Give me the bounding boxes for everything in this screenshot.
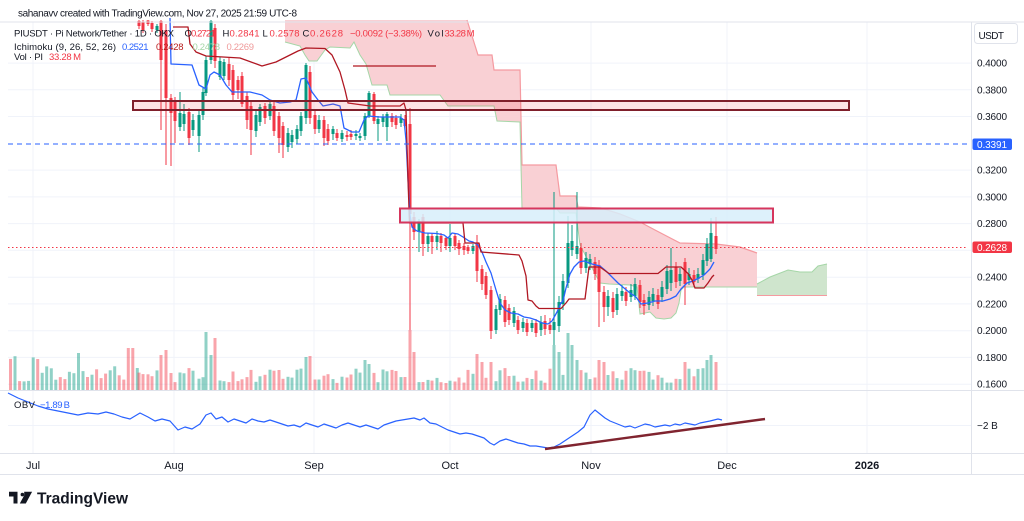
- svg-text:0.3200: 0.3200: [977, 166, 1007, 177]
- svg-text:PIUSDT · Pi Network/Tether · 1: PIUSDT · Pi Network/Tether · 1D · OKX: [14, 29, 175, 40]
- svg-text:0.1800: 0.1800: [977, 353, 1007, 364]
- svg-text:0.2428: 0.2428: [156, 42, 184, 53]
- svg-text:0.2478: 0.2478: [193, 42, 221, 53]
- svg-text:Oct: Oct: [441, 460, 458, 472]
- svg-text:Sep: Sep: [304, 460, 324, 472]
- svg-text:2026: 2026: [855, 460, 879, 472]
- svg-text:0.2800: 0.2800: [977, 219, 1007, 230]
- svg-text:0.2721: 0.2721: [191, 29, 216, 40]
- svg-text:33.28 M: 33.28 M: [445, 29, 475, 40]
- svg-text:0.2628: 0.2628: [310, 29, 343, 40]
- svg-text:Vol: Vol: [428, 29, 444, 40]
- svg-text:0.1600: 0.1600: [977, 380, 1007, 391]
- svg-text:0.2269: 0.2269: [227, 42, 255, 53]
- svg-text:USDT: USDT: [979, 31, 1005, 42]
- svg-text:−1.89 B: −1.89 B: [40, 400, 70, 411]
- svg-text:33.28 M: 33.28 M: [49, 52, 81, 63]
- svg-text:0.2400: 0.2400: [977, 273, 1007, 284]
- svg-text:0.3391: 0.3391: [977, 140, 1007, 151]
- svg-text:C: C: [303, 29, 310, 40]
- svg-text:sahanavv created with TradingV: sahanavv created with TradingView.com, N…: [18, 9, 297, 20]
- svg-text:0.2200: 0.2200: [977, 299, 1007, 310]
- svg-text:Ichimoku (9, 26, 52, 26): Ichimoku (9, 26, 52, 26): [14, 42, 116, 53]
- svg-text:0.2841: 0.2841: [230, 29, 260, 40]
- svg-text:OBV: OBV: [14, 400, 36, 411]
- svg-text:L: L: [263, 29, 268, 40]
- svg-text:0.2521: 0.2521: [122, 42, 149, 53]
- svg-text:TradingView: TradingView: [37, 491, 129, 508]
- svg-text:H: H: [223, 29, 230, 40]
- svg-text:0.3600: 0.3600: [977, 112, 1007, 123]
- svg-text:Dec: Dec: [717, 460, 737, 472]
- svg-text:0.4000: 0.4000: [977, 59, 1007, 70]
- svg-text:Jul: Jul: [26, 460, 40, 472]
- svg-text:0.3000: 0.3000: [977, 192, 1007, 203]
- svg-text:0.2628: 0.2628: [977, 243, 1007, 254]
- svg-text:0.2000: 0.2000: [977, 326, 1007, 337]
- svg-text:0.3800: 0.3800: [977, 85, 1007, 96]
- svg-text:−2 B: −2 B: [977, 421, 998, 432]
- svg-text:O: O: [185, 29, 192, 40]
- svg-text:Nov: Nov: [581, 460, 601, 472]
- svg-text:0.2578: 0.2578: [270, 29, 300, 40]
- svg-text:−0.0092 (−3.38%): −0.0092 (−3.38%): [350, 29, 422, 40]
- svg-text:Vol · PI: Vol · PI: [14, 52, 43, 63]
- svg-text:Aug: Aug: [164, 460, 184, 472]
